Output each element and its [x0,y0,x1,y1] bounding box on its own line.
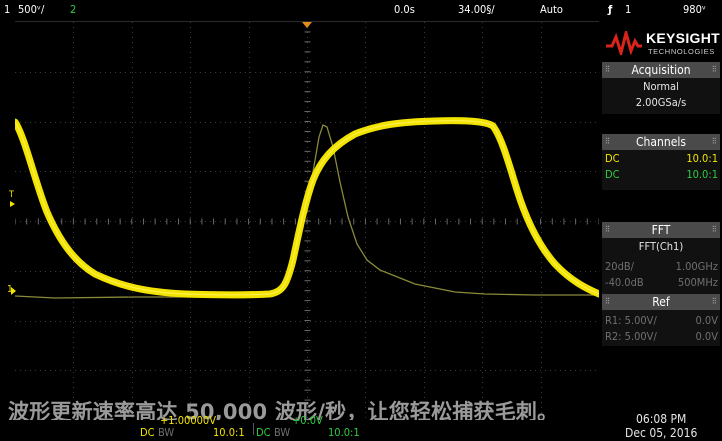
ch1-coupling: DC [605,152,620,165]
fft-source: FFT(Ch1) [638,240,684,253]
ref-header[interactable]: ⠿ Ref ⠿ [602,294,720,310]
grip-icon: ⠿ [711,297,717,306]
divider [253,423,254,435]
ref-title: Ref [652,295,670,309]
ch2-coupling-bottom: DC [256,426,271,439]
ch2-offset[interactable]: +0.0V [292,414,323,427]
channels-body: DC 10.0:1 DC 10.0:1 [602,150,720,190]
acquisition-title: Acquisition [631,63,691,77]
fft-vscale: 20dB/ [605,260,634,273]
ref1-offset: 0.0V [695,314,719,327]
trigger-level[interactable]: 980ᵛ [683,3,707,16]
ch1-ground-arrow-icon [11,287,16,295]
ref1-scale: R1: 5.00V/ [605,314,657,327]
acquisition-body: Normal 2.00GSa/s [602,78,720,114]
trigger-level-marker-label: T [9,190,14,200]
fft-center: 500MHz [677,276,718,289]
channel-row-2[interactable]: DC 10.0:1 [602,168,720,182]
keysight-wave-icon [606,31,642,55]
channels-header[interactable]: ⠿ Channels ⠿ [602,134,720,150]
clock-date: Dec 05, 2016 [625,426,698,440]
ref-body: R1: 5.00V/ 0.0V R2: 5.00V/ 0.0V [602,310,720,346]
trigger-level-arrow-icon [10,201,15,207]
fft-offset: -40.0dB [605,276,644,289]
ch2-coupling: DC [605,168,620,181]
bottom-status-bar: +1.00000V +0.0V DC BW 10.0:1 DC BW 10.0:… [0,412,722,440]
ch2-number[interactable]: 2 [70,3,77,16]
info-panel: KEYSIGHT TECHNOLOGIES ⠿ Acquisition ⠿ No… [600,21,722,416]
brand-subtitle: TECHNOLOGIES [648,47,715,56]
grip-icon: ⠿ [711,225,717,234]
trigger-level-marker[interactable]: T [8,190,16,208]
acquisition-mode: Normal [643,80,679,93]
ch1-coupling-bottom: DC [140,426,155,439]
trigger-position-marker [302,22,312,28]
ch1-trace [15,117,599,299]
ch1-probe-bottom: 10.0:1 [213,426,245,439]
horizontal-position[interactable]: 0.0s [394,3,415,16]
trigger-mode[interactable]: Auto [540,3,563,16]
grip-icon: ⠿ [605,225,611,234]
status-bar: 1 500ᵛ/ 2 0.0s 34.00§/ Auto ƒ 1 980ᵛ [0,0,722,19]
fft-title: FFT [651,223,671,237]
trigger-channel[interactable]: 1 [625,3,632,16]
ch1-ground-marker[interactable]: 1 [6,284,16,298]
ref2-scale: R2: 5.00V/ [605,330,657,343]
grip-icon: ⠿ [711,137,717,146]
fft-body: FFT(Ch1) 20dB/ 1.00GHz -40.0dB 500MHz [602,238,720,294]
trigger-edge-icon[interactable]: ƒ [608,3,613,16]
fft-span: 1.00GHz [675,260,718,273]
channel-row-1[interactable]: DC 10.0:1 [602,152,720,166]
grip-icon: ⠿ [605,297,611,306]
channels-title: Channels [636,135,686,149]
ch1-ground-marker-label: 1 [7,284,13,295]
graticule [15,22,599,420]
ref2-offset: 0.0V [695,330,719,343]
waveform-display[interactable] [15,21,599,420]
clock-time: 06:08 PM [636,412,687,426]
sample-rate: 2.00GSa/s [635,96,687,109]
ch1-bw-limit: BW [158,426,175,439]
grip-icon: ⠿ [605,137,611,146]
grip-icon: ⠿ [605,65,611,74]
ch1-offset[interactable]: +1.00000V [160,414,216,427]
ch2-bw-limit: BW [274,426,291,439]
ch1-probe-ratio: 10.0:1 [686,152,718,165]
ch2-probe-ratio: 10.0:1 [686,168,718,181]
acquisition-header[interactable]: ⠿ Acquisition ⠿ [602,62,720,78]
ch1-number[interactable]: 1 [4,3,11,16]
grip-icon: ⠿ [711,65,717,74]
horizontal-scale[interactable]: 34.00§/ [458,3,495,16]
ch1-scale[interactable]: 500ᵛ/ [18,3,45,16]
keysight-logo: KEYSIGHT TECHNOLOGIES [604,27,722,59]
brand-name: KEYSIGHT [646,30,720,46]
fft-header[interactable]: ⠿ FFT ⠿ [602,222,720,238]
ch2-probe-bottom: 10.0:1 [328,426,360,439]
